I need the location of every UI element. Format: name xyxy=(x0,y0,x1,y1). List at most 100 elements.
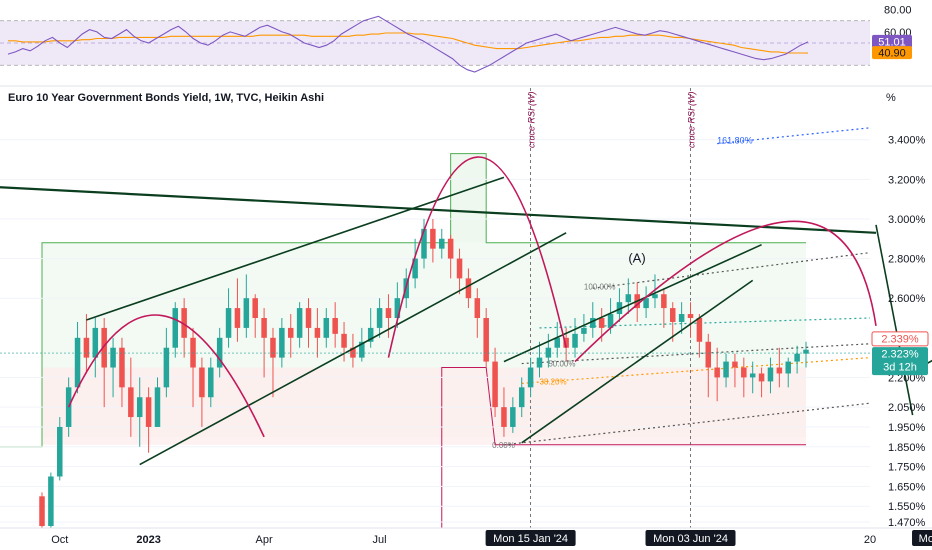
zone-red xyxy=(42,367,806,445)
breakout-line xyxy=(875,224,914,416)
candle-body xyxy=(261,318,267,338)
y-axis: 3.400% 3.200% 3.000% 2.800% 2.600% 2.200% 2.05… xyxy=(0,135,929,529)
candle-body xyxy=(607,314,614,328)
candle-body xyxy=(350,347,356,358)
fib-line-mid xyxy=(521,343,871,365)
date-marker-tag xyxy=(645,530,736,546)
candle-body xyxy=(687,314,694,318)
arc-2 xyxy=(387,156,567,358)
candle-body xyxy=(48,476,54,527)
candle-body xyxy=(527,367,534,388)
y-tick-label: 2.800% xyxy=(888,254,926,266)
zone-green-peak xyxy=(450,153,487,243)
candle-body xyxy=(128,387,134,418)
annotations: (A)(B)161.80%100.00%0.00%50.00%38.20%cru… xyxy=(492,91,753,450)
rsi-value-label: 51.01 xyxy=(878,36,906,48)
rsi-ma-line xyxy=(8,32,809,54)
wedge-lower-line-2 xyxy=(521,279,754,444)
candle-body xyxy=(279,327,285,358)
y-tick-label: 3.200% xyxy=(888,174,926,186)
candle-body xyxy=(465,278,472,299)
candle-body xyxy=(341,333,347,348)
candle-body xyxy=(83,337,90,358)
date-marker-tag xyxy=(912,530,932,546)
candle-body xyxy=(696,318,703,342)
last-price-label: 2.339% xyxy=(881,333,919,345)
arc-3 xyxy=(574,220,877,363)
candle-body xyxy=(119,347,125,388)
fib-line-low xyxy=(521,357,871,384)
candle-body xyxy=(225,308,232,338)
candle-body xyxy=(287,327,294,338)
candle-body xyxy=(314,327,321,338)
candle-body xyxy=(332,318,338,334)
countdown-label: 3d 12h xyxy=(883,362,917,374)
candle-body xyxy=(154,387,161,427)
candle-body xyxy=(270,337,276,358)
fib-100-label: 100.00% xyxy=(584,282,616,291)
candle-body xyxy=(323,318,330,338)
candle-body xyxy=(483,318,489,362)
date-marker-label: Mon 03 Jun '24 xyxy=(653,533,728,545)
candle-body xyxy=(376,308,383,328)
wedge-lower-line-1 xyxy=(139,232,567,466)
candle-body xyxy=(652,294,658,299)
y-tick-label: 1.470% xyxy=(888,517,926,529)
x-tick-label: 20 xyxy=(864,534,876,546)
main-panel-background xyxy=(0,153,806,528)
y-tick-label: 3.400% xyxy=(888,135,926,147)
candle-body xyxy=(669,308,676,322)
range-upper-border xyxy=(0,153,806,448)
candle-body xyxy=(243,298,250,328)
candle-body xyxy=(92,327,99,358)
x-tick-label: Apr xyxy=(256,534,273,546)
date-marker-tag xyxy=(485,530,576,546)
candle-body xyxy=(785,361,791,374)
fib-0-label: 0.00% xyxy=(492,441,515,450)
y-tick-label: 1.950% xyxy=(888,422,926,434)
vertical-note-1: cruce RSI (W) xyxy=(687,91,697,148)
candle-body xyxy=(110,347,116,368)
rsi-value-tag xyxy=(872,34,912,48)
candle-body xyxy=(385,308,392,318)
candle-body xyxy=(367,327,374,342)
candle-body xyxy=(776,367,783,374)
candle-body xyxy=(421,228,427,259)
wedge-upper-line-1 xyxy=(86,176,505,321)
candle-body xyxy=(536,357,543,368)
y-tick-label: 3.000% xyxy=(888,214,926,226)
fib-mid-label: 50.00% xyxy=(548,360,575,369)
long-resistance-line xyxy=(0,186,877,234)
candle-body xyxy=(101,327,107,368)
vertical-note-0: cruce RSI (W) xyxy=(527,91,537,148)
x-tick-label: Oct xyxy=(51,534,68,546)
candle-body xyxy=(767,367,774,382)
y-tick-label: 2.200% xyxy=(888,372,926,384)
candle-body xyxy=(732,361,738,368)
candle-body xyxy=(492,361,498,408)
candle-body xyxy=(252,298,258,318)
current-price-tag xyxy=(872,347,928,376)
fib-line-0 xyxy=(503,402,871,446)
candle-body xyxy=(616,302,623,315)
candle-body xyxy=(625,294,632,303)
candle-body xyxy=(510,407,516,427)
candle-body xyxy=(447,238,454,259)
unit-label: % xyxy=(886,92,896,104)
candle-body xyxy=(74,337,81,388)
candle-body xyxy=(678,314,685,322)
y-tick-label: 2.050% xyxy=(888,402,926,414)
candle-body xyxy=(741,367,747,378)
candle-body xyxy=(456,258,463,279)
date-marker-label: Mon 15 Jan '24 xyxy=(493,533,568,545)
candle-body xyxy=(172,308,179,348)
y-tick-label: 2.600% xyxy=(888,293,926,305)
x-tick-label: 2023 xyxy=(136,534,160,546)
rsi-ma-value-label: 40.90 xyxy=(878,48,906,60)
candle-body xyxy=(758,373,765,382)
candle-body xyxy=(643,298,649,309)
candle-body xyxy=(296,308,303,338)
